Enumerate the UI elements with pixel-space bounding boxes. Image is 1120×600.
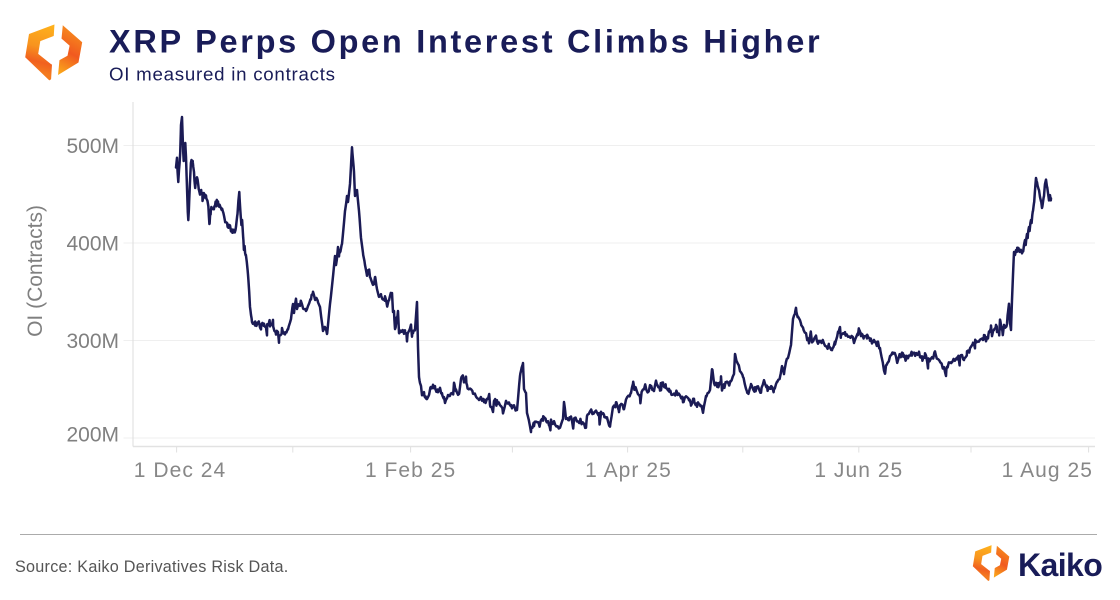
svg-text:1 Aug 25: 1 Aug 25 [1002, 459, 1093, 482]
svg-text:XRP Perps Open Interest Climbs: XRP Perps Open Interest Climbs Higher [109, 24, 822, 60]
svg-text:Source: Kaiko Derivatives Risk: Source: Kaiko Derivatives Risk Data. [15, 558, 289, 576]
svg-text:Kaiko: Kaiko [1018, 547, 1102, 583]
svg-text:1 Apr 25: 1 Apr 25 [585, 459, 672, 482]
svg-text:200M: 200M [66, 424, 119, 447]
svg-text:500M: 500M [66, 135, 119, 158]
svg-text:300M: 300M [66, 330, 119, 353]
svg-text:OI (Contracts): OI (Contracts) [24, 205, 47, 337]
svg-text:1 Dec 24: 1 Dec 24 [134, 459, 226, 482]
svg-text:1 Jun 25: 1 Jun 25 [814, 459, 903, 482]
svg-text:OI measured in contracts: OI measured in contracts [109, 64, 336, 85]
svg-text:400M: 400M [66, 233, 119, 256]
svg-text:1 Feb 25: 1 Feb 25 [365, 459, 456, 482]
